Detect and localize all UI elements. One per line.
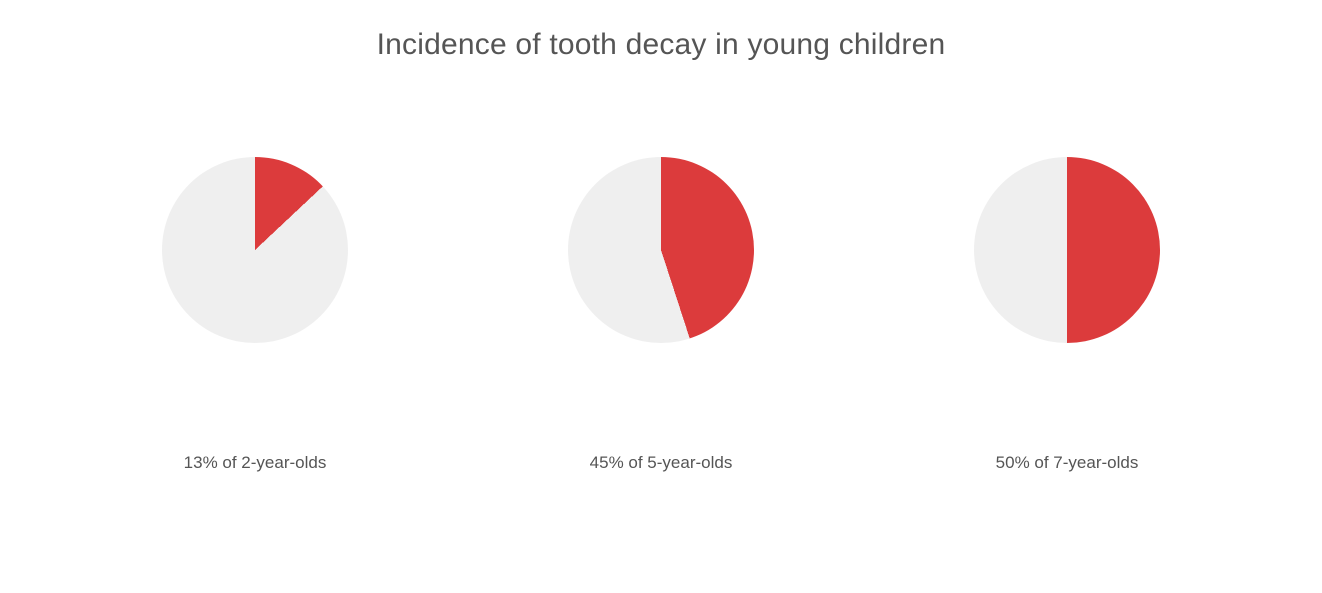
pie-cell-1: 45% of 5-year-olds (568, 157, 754, 473)
pie-cell-2: 50% of 7-year-olds (974, 157, 1160, 473)
pie-chart (568, 157, 754, 343)
pie-cell-0: 13% of 2-year-olds (162, 157, 348, 473)
pie-chart (974, 157, 1160, 343)
infographic: Incidence of tooth decay in young childr… (0, 0, 1322, 593)
pie-chart (162, 157, 348, 343)
pie-caption: 13% of 2-year-olds (184, 453, 327, 473)
pie-row: 13% of 2-year-olds 45% of 5-year-olds 50… (0, 157, 1322, 473)
page-title: Incidence of tooth decay in young childr… (0, 28, 1322, 62)
pie-caption: 50% of 7-year-olds (996, 453, 1139, 473)
pie-caption: 45% of 5-year-olds (590, 453, 733, 473)
